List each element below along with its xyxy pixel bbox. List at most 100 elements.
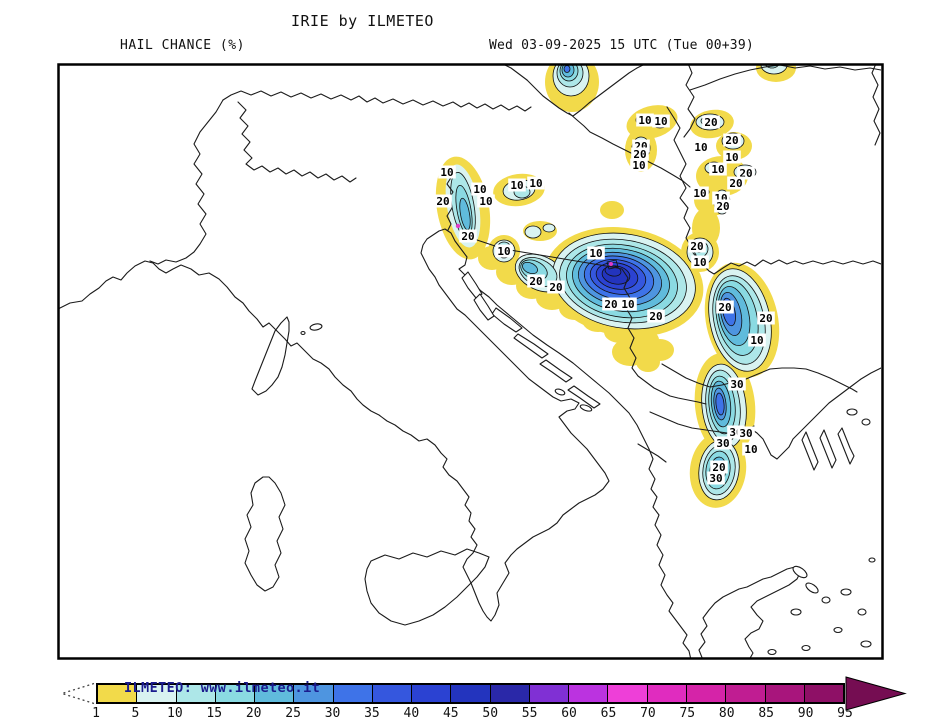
colorbar-tick: 40: [403, 706, 420, 721]
contour-label: 30: [730, 378, 743, 391]
high-value-speck: [609, 262, 613, 266]
contour-label: 20: [529, 275, 542, 288]
colorbar-tick: 1: [92, 706, 100, 721]
colorbar-tick: 80: [718, 706, 735, 721]
contour-label-box: [748, 333, 766, 347]
contour-label-box: [508, 178, 526, 192]
colorbar-cell-35: [372, 685, 413, 702]
contour-label: 10: [589, 247, 602, 260]
contour-label-box: [547, 280, 565, 294]
colorbar-cell-75: [686, 685, 727, 702]
contour-label-box: [602, 297, 620, 311]
contour-label: 10: [529, 177, 542, 190]
contour-label: 10: [711, 163, 724, 176]
contour-label: 20: [712, 461, 725, 474]
brand-watermark: ILMETEO: www.ilmeteo.it: [124, 680, 321, 696]
contour-label-box: [757, 311, 775, 325]
contour-label-box: [728, 377, 746, 391]
contour-label: 20: [716, 200, 729, 213]
contour-label: 10: [497, 245, 510, 258]
contour-label: 30: [729, 426, 742, 439]
contour-label: 20: [739, 167, 752, 180]
contour-label-box: [691, 186, 709, 200]
contour-label: 20: [461, 230, 474, 243]
contour-label: 30: [709, 472, 722, 485]
colorbar-cell-5: [137, 685, 177, 702]
contour-label-box: [438, 165, 456, 179]
contour-label: 10: [479, 195, 492, 208]
colorbar-tick: 90: [797, 706, 814, 721]
contour-label-box: [714, 436, 732, 450]
contour-label: 20: [718, 301, 731, 314]
contour-label-box: [688, 239, 706, 253]
colorbar-tick: 45: [442, 706, 459, 721]
contour-label-box: [707, 471, 725, 485]
contour-label-box: [527, 176, 545, 190]
contour-label: 20: [634, 140, 647, 153]
contour-label: 20: [436, 195, 449, 208]
contour-label: 20: [690, 240, 703, 253]
contour-label-box: [434, 194, 452, 208]
contour-label-box: [459, 229, 477, 243]
contour-label-box: [727, 425, 745, 439]
colorbar-cell-90: [804, 685, 844, 702]
contour-label: 10: [693, 256, 706, 269]
colorbar-cell-40: [412, 685, 452, 702]
contour-label-box: [647, 309, 665, 323]
colorbar-tick: 95: [837, 706, 853, 721]
contour-label-box: [631, 147, 649, 161]
contour-label-box: [742, 442, 760, 456]
contour-label-box: [737, 166, 755, 180]
contour-label: 10: [632, 159, 645, 172]
contour-label-box: [723, 133, 741, 147]
map-frame: [57, 63, 884, 660]
contour-label-box: [723, 150, 741, 164]
colorbar-cell-1: [98, 685, 138, 702]
contour-label-box: [737, 426, 755, 440]
colorbar-tick: 25: [285, 706, 301, 721]
contour-label: 10: [694, 141, 707, 154]
contour-label-box: [692, 140, 710, 154]
contour-label: 30: [739, 427, 752, 440]
contour-label-box: [630, 158, 648, 172]
colorbar-cell-65: [608, 685, 648, 702]
colorbar-tick: 75: [679, 706, 696, 721]
contour-label-box: [652, 114, 670, 128]
colorbar-tick: 65: [600, 706, 617, 721]
contour-label: 30: [716, 437, 729, 450]
contour-label-box: [709, 162, 727, 176]
page-title: IRIE by ILMETEO: [291, 12, 434, 30]
contour-label: 10: [693, 187, 706, 200]
colorbar-tick: 85: [758, 706, 774, 721]
colorbar-tick: 35: [364, 706, 380, 721]
contour-label: 10: [750, 334, 763, 347]
contour-label-box: [495, 244, 513, 258]
contour-label: 20: [604, 298, 617, 311]
contour-label: 10: [473, 183, 486, 196]
contour-label-box: [712, 191, 730, 205]
colorbar-tick: 30: [324, 706, 341, 721]
colorbar-cell-50: [490, 685, 530, 702]
colorbar-arrow-left: [61, 682, 95, 705]
contour-label: 20: [633, 148, 646, 161]
colorbar-tick: 55: [521, 706, 538, 721]
contour-label-box: [710, 460, 728, 474]
contour-label-box: [477, 194, 495, 208]
contour-label-box: [727, 176, 745, 190]
colorbar-tick: 60: [561, 706, 577, 721]
colorbar-cell-70: [647, 685, 687, 702]
colorbar-cell-55: [529, 685, 570, 702]
contour-label-box: [702, 115, 720, 129]
colorbar-tick: 50: [482, 706, 499, 721]
contour-label-box: [619, 297, 637, 311]
colorbar-tick: 10: [167, 706, 183, 721]
contour-label: 20: [704, 116, 717, 129]
contour-label: 20: [549, 281, 562, 294]
contour-label: 10: [621, 298, 634, 311]
contour-label: 10: [510, 179, 523, 192]
colorbar-cell-80: [726, 685, 766, 702]
contour-label-box: [716, 300, 734, 314]
contour-label-box: [632, 139, 650, 153]
